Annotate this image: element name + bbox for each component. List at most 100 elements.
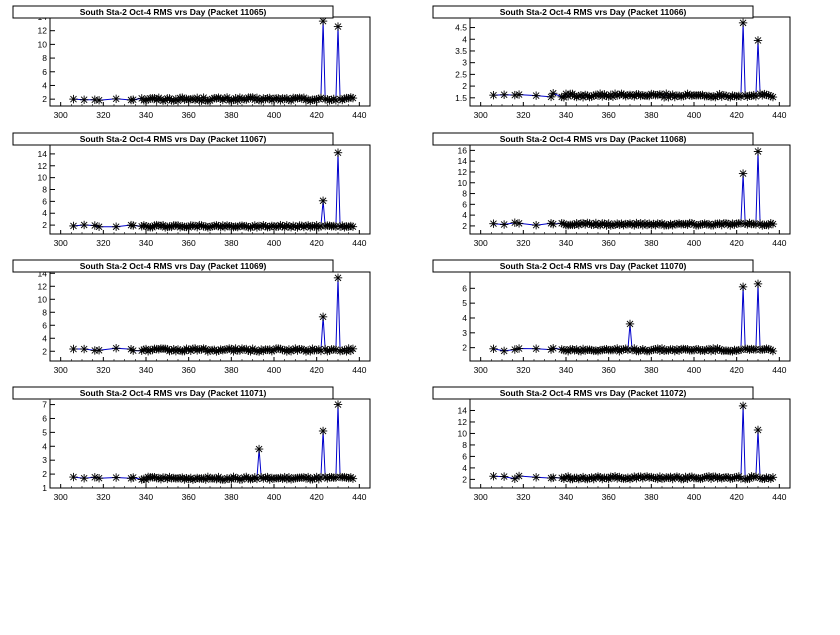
chart-title-box <box>12 5 334 19</box>
chart-title: South Sta-2 Oct-4 RMS vrs Day (Packet 11… <box>80 134 267 144</box>
data-point-marker <box>111 94 121 104</box>
y-tick-label: 4 <box>42 208 47 218</box>
x-tick-label: 440 <box>772 110 786 120</box>
y-tick-label: 4.5 <box>455 23 467 33</box>
data-point-marker <box>69 221 78 231</box>
chart-title-box <box>432 132 754 146</box>
data-point-marker <box>90 95 99 104</box>
x-tick-label: 380 <box>224 238 238 248</box>
series-line <box>493 22 774 99</box>
x-tick-label: 360 <box>602 110 616 120</box>
data-point-marker <box>129 221 138 230</box>
data-point-marker <box>753 425 763 435</box>
x-tick-label: 340 <box>139 492 153 502</box>
y-tick-label: 14 <box>458 156 468 166</box>
x-tick-label: 340 <box>559 238 573 248</box>
chart-panel-5: 300 320 340 360 380 400 420 440 2 4 6 8 10 12 14 South … <box>12 259 371 375</box>
chart-panel-7: 300 320 340 360 380 400 420 440 1 2 3 4 5 6 7 South Sta… <box>12 386 371 502</box>
y-tick-label: 2 <box>462 343 467 353</box>
data-point-marker <box>738 401 748 411</box>
data-point-marker <box>129 346 138 355</box>
data-point-marker <box>510 218 519 227</box>
data-point-marker <box>499 346 509 356</box>
data-point-marker <box>531 220 541 230</box>
x-tick-label: 300 <box>474 492 488 502</box>
data-point-marker <box>94 96 104 105</box>
data-point-marker <box>333 273 343 283</box>
y-tick-label: 2 <box>462 221 467 231</box>
x-tick-label: 420 <box>310 365 324 375</box>
y-tick-label: 2 <box>462 81 467 91</box>
data-point-marker <box>94 346 104 355</box>
data-point-marker <box>318 312 328 322</box>
data-point-marker <box>738 169 748 178</box>
chart-panel-2: 300 320 340 360 380 400 420 440 1.5 2 2.53 3.5 44.5 S… <box>432 5 791 120</box>
data-point-marker <box>766 474 775 483</box>
y-tick-label: 4 <box>462 313 467 323</box>
x-tick-label: 400 <box>687 110 701 120</box>
data-point-marker <box>753 279 763 289</box>
x-tick-label: 360 <box>602 492 616 502</box>
chart-title: South Sta-2 Oct-4 RMS vrs Day (Packet 11… <box>500 134 687 144</box>
x-tick-label: 380 <box>224 492 238 502</box>
y-tick-label: 6 <box>42 413 47 423</box>
data-point-marker <box>69 94 78 104</box>
data-point-marker <box>489 472 498 481</box>
x-tick-label: 400 <box>267 492 281 502</box>
y-tick-label: 12 <box>458 167 468 177</box>
chart-title: South Sta-2 Oct-4 RMS vrs Day (Packet 11… <box>500 261 687 271</box>
data-point-marker <box>549 219 558 229</box>
y-tick-label: 5 <box>462 298 467 308</box>
chart-title: South Sta-2 Oct-4 RMS vrs Day (Packet 11… <box>500 7 687 17</box>
y-tick-label: 4 <box>462 210 467 220</box>
data-point-marker <box>333 400 343 409</box>
y-tick-label: 12 <box>38 161 48 171</box>
data-point-marker <box>111 473 121 482</box>
x-tick-label: 400 <box>267 238 281 248</box>
x-tick-label: 340 <box>559 365 573 375</box>
series-line <box>493 283 774 352</box>
x-tick-label: 300 <box>54 365 68 375</box>
data-point-marker <box>348 222 358 231</box>
x-tick-label: 340 <box>559 492 573 502</box>
x-tick-label: 400 <box>267 110 281 120</box>
x-tick-label: 360 <box>182 365 196 375</box>
y-tick-label: 2 <box>462 474 467 484</box>
data-point-marker <box>736 219 746 228</box>
x-tick-label: 400 <box>687 492 701 502</box>
data-point-marker <box>499 220 509 229</box>
x-tick-label: 440 <box>352 110 366 120</box>
x-tick-label: 440 <box>772 365 786 375</box>
x-tick-label: 320 <box>96 238 110 248</box>
x-tick-label: 320 <box>516 365 530 375</box>
data-point-marker <box>499 90 509 99</box>
x-tick-label: 440 <box>352 365 366 375</box>
data-point-marker <box>753 147 763 156</box>
data-point-marker <box>69 472 78 482</box>
x-tick-label: 340 <box>139 110 153 120</box>
y-tick-label: 10 <box>458 428 468 438</box>
chart-title: South Sta-2 Oct-4 RMS vrs Day (Packet 11… <box>80 7 267 17</box>
series-line <box>73 21 354 102</box>
x-tick-label: 420 <box>310 110 324 120</box>
chart-panel-6: 300 320 340 360 380 400 420 440 2 3 4 5 6 South Sta-2… <box>432 259 791 375</box>
x-tick-label: 320 <box>516 492 530 502</box>
chart-title-box <box>12 259 334 273</box>
data-point-marker <box>514 344 524 353</box>
y-tick-label: 10 <box>38 294 48 304</box>
data-point-marker <box>129 473 138 482</box>
data-point-marker <box>625 319 635 329</box>
y-tick-label: 12 <box>38 281 48 291</box>
x-tick-label: 440 <box>772 238 786 248</box>
x-tick-label: 420 <box>730 365 744 375</box>
y-tick-label: 6 <box>42 320 47 330</box>
chart-panel-3: 300 320 340 360 380 400 420 440 2 4 68 10 12 14 South … <box>12 132 371 248</box>
x-tick-label: 440 <box>352 492 366 502</box>
y-tick-label: 6 <box>42 196 47 206</box>
data-point-marker <box>510 474 519 483</box>
y-tick-label: 14 <box>38 268 48 278</box>
data-point-marker <box>94 474 104 483</box>
data-point-marker <box>510 345 519 354</box>
